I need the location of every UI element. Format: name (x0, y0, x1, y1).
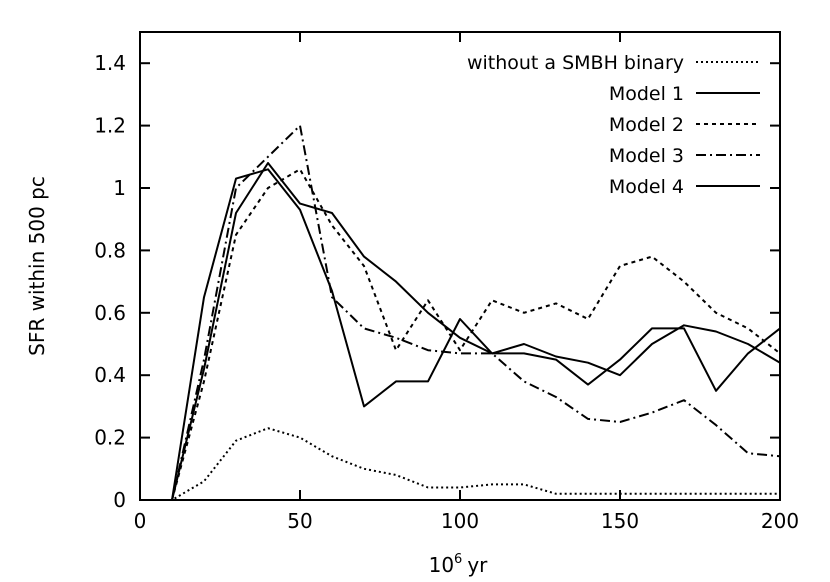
y-tick-label: 0.4 (94, 363, 126, 387)
legend-label-3: Model 2 (609, 114, 684, 136)
series-line-3 (140, 168, 781, 501)
x-tick-label: 100 (441, 509, 479, 533)
ticks: 0 50 100 150 200 0 0.2 0.4 0.6 0.8 1 1.2 1.4 (94, 32, 799, 533)
legend: without a SMBH binary Model 1 Model 2 Model… (467, 52, 760, 198)
y-tick-label: 1.4 (94, 51, 126, 75)
y-tick-label: 0.6 (94, 301, 126, 325)
series-line-2 (140, 168, 781, 501)
x-axis-label-exponent: 6 (454, 552, 462, 567)
plot-frame (139, 31, 781, 501)
y-tick-label: 1.2 (94, 114, 126, 138)
y-tick-label: 0.2 (94, 426, 126, 450)
legend-label-4: Model 3 (609, 145, 684, 167)
series-line-5 (140, 162, 781, 501)
legend-label-1: without a SMBH binary (467, 52, 684, 74)
x-axis-label: 106 yr (429, 552, 489, 577)
series-line-1 (140, 427, 780, 501)
legend-label-5: Model 4 (609, 176, 684, 198)
series-lines (140, 124, 781, 501)
y-tick-label: 1 (113, 176, 126, 200)
y-tick-label: 0 (113, 488, 126, 512)
x-tick-label: 150 (601, 509, 639, 533)
series-line-4 (140, 124, 781, 501)
x-axis-label-unit: yr (467, 553, 488, 577)
y-tick-label: 0.8 (94, 238, 126, 262)
x-tick-label: 0 (134, 509, 147, 533)
x-tick-label: 50 (287, 509, 312, 533)
legend-label-2: Model 1 (609, 83, 684, 105)
x-tick-label: 200 (761, 509, 799, 533)
y-axis-label: SFR within 500 pc (25, 176, 49, 356)
x-axis-label-base: 10 (429, 553, 454, 577)
